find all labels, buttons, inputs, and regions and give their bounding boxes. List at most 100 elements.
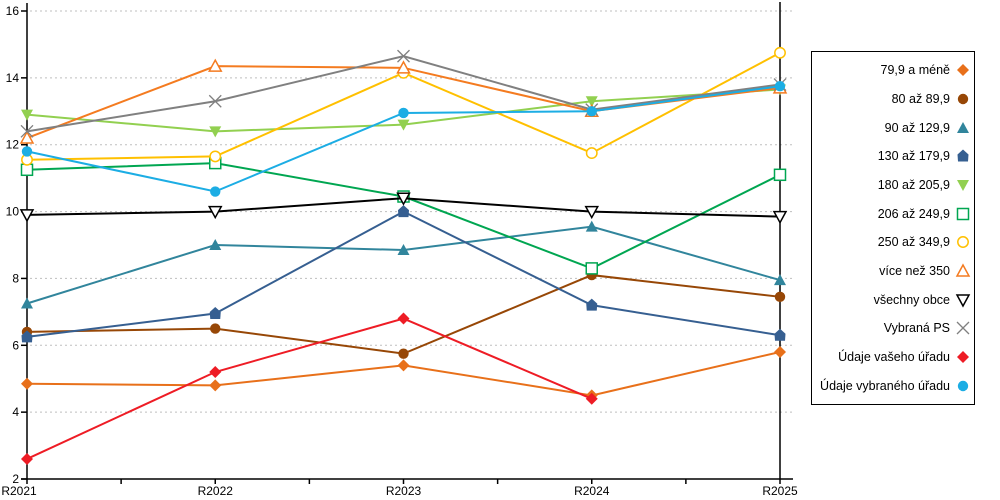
triangle-up-marker-icon (585, 220, 598, 232)
triangle-down-marker-icon (585, 96, 598, 108)
triangle-up-marker-icon (207, 58, 223, 72)
legend-label: Vybraná PS (883, 321, 950, 336)
legend-item: Údaje vašeho úřadu (812, 343, 974, 371)
circle-marker-icon (957, 380, 969, 391)
x-axis-tick-label: R2025 (762, 484, 798, 498)
circle-marker-icon (210, 323, 221, 334)
y-axis-tick-label: 6 (12, 338, 19, 352)
legend-item: Údaje vybraného úřadu (812, 372, 974, 400)
chart-legend: 79,9 a méně 80 až 89,9 90 až 129,9 130 až 1… (811, 51, 975, 405)
triangle-up-marker-icon (397, 244, 410, 256)
series-line (26, 85, 781, 193)
circle-marker-icon (21, 146, 33, 157)
legend-marker (957, 149, 969, 162)
diamond-marker-icon (397, 312, 410, 325)
triangle-down-marker-icon (21, 109, 33, 121)
legend-item: 90 až 129,9 (812, 114, 974, 142)
pentagon-marker-icon (586, 298, 598, 311)
circle-marker-icon (774, 81, 786, 92)
series-line (26, 317, 593, 460)
legend-label: 79,9 a méně (880, 63, 951, 78)
circle-marker-icon (210, 186, 221, 197)
diamond-marker-icon (21, 377, 33, 390)
diamond-marker-icon (957, 350, 969, 363)
diamond-marker-icon (957, 64, 969, 77)
square-marker-icon (956, 207, 970, 220)
series-3 (21, 205, 786, 343)
legend-item: 79,9 a méně (812, 56, 974, 84)
legend-item: všechny obce (812, 286, 974, 314)
legend-marker (957, 64, 969, 77)
triangle-up-marker-icon (209, 239, 222, 250)
legend-label: 180 až 205,9 (877, 177, 950, 192)
legend-label: Údaje vašeho úřadu (838, 349, 950, 364)
triangle-down-marker-icon (397, 119, 410, 131)
y-axis-tick-label: 10 (6, 205, 20, 219)
legend-marker (957, 380, 969, 391)
x-marker-icon (956, 321, 970, 335)
legend-item: 130 až 179,9 (812, 142, 974, 170)
legend-label: všechny obce (873, 292, 950, 307)
pentagon-marker-icon (774, 328, 786, 341)
series-11 (21, 81, 786, 197)
x-axis-tick-label: R2021 (1, 484, 37, 498)
series-2 (21, 220, 786, 309)
x-axis-tick-label: R2023 (386, 484, 422, 498)
x-axis-tick-label: R2024 (574, 484, 610, 498)
diamond-marker-icon (397, 359, 410, 372)
x-marker-icon (208, 94, 222, 108)
circle-marker-icon (585, 147, 598, 160)
circle-marker-icon (957, 236, 969, 249)
circle-marker-icon (209, 150, 222, 163)
diamond-marker-icon (774, 345, 786, 358)
series-8 (19, 192, 788, 225)
legend-label: 206 až 249,9 (877, 206, 950, 221)
legend-label: 250 až 349,9 (877, 235, 950, 250)
legend-item: 80 až 89,9 (812, 85, 974, 113)
square-marker-icon (20, 163, 34, 177)
diamond-marker-icon (21, 452, 33, 465)
triangle-up-marker-icon (396, 60, 411, 74)
legend-label: více než 350 (879, 263, 950, 278)
pentagon-marker-icon (398, 205, 409, 218)
triangle-up-marker-icon (957, 121, 969, 133)
triangle-up-marker-icon (21, 297, 33, 309)
y-axis-tick-label: 2 (12, 472, 19, 486)
square-marker-icon (585, 262, 598, 275)
triangle-down-marker-icon (955, 293, 971, 308)
circle-marker-icon (398, 107, 409, 119)
legend-marker (955, 263, 971, 277)
diamond-marker-icon (209, 366, 222, 379)
circle-marker-icon (586, 106, 597, 117)
series-10 (21, 312, 598, 465)
triangle-up-marker-icon (955, 263, 971, 277)
square-marker-icon (773, 168, 787, 182)
x-axis-tick-label: R2022 (198, 484, 234, 498)
circle-marker-icon (774, 291, 786, 303)
legend-item: více než 350 (812, 257, 974, 285)
legend-item: Vybraná PS (812, 314, 974, 342)
legend-item: 250 až 349,9 (812, 228, 974, 256)
circle-marker-icon (774, 46, 786, 59)
triangle-up-marker-icon (19, 130, 35, 144)
legend-marker (955, 293, 971, 308)
legend-item: 180 až 205,9 (812, 171, 974, 199)
triangle-down-marker-icon (207, 205, 223, 220)
circle-marker-icon (398, 348, 409, 359)
triangle-down-marker-icon (584, 205, 600, 220)
triangle-down-marker-icon (209, 126, 222, 138)
diamond-marker-icon (585, 392, 598, 405)
legend-label: 90 až 129,9 (884, 120, 950, 135)
x-marker-icon (20, 124, 34, 138)
legend-marker (957, 93, 969, 105)
legend-marker (957, 236, 969, 249)
legend-marker (957, 121, 969, 133)
triangle-down-marker-icon (957, 179, 969, 191)
legend-label: 80 až 89,9 (891, 91, 950, 106)
diamond-marker-icon (209, 379, 222, 392)
legend-marker (957, 179, 969, 191)
pentagon-marker-icon (209, 307, 221, 320)
y-axis-tick-label: 14 (6, 71, 20, 85)
triangle-down-marker-icon (396, 192, 411, 206)
